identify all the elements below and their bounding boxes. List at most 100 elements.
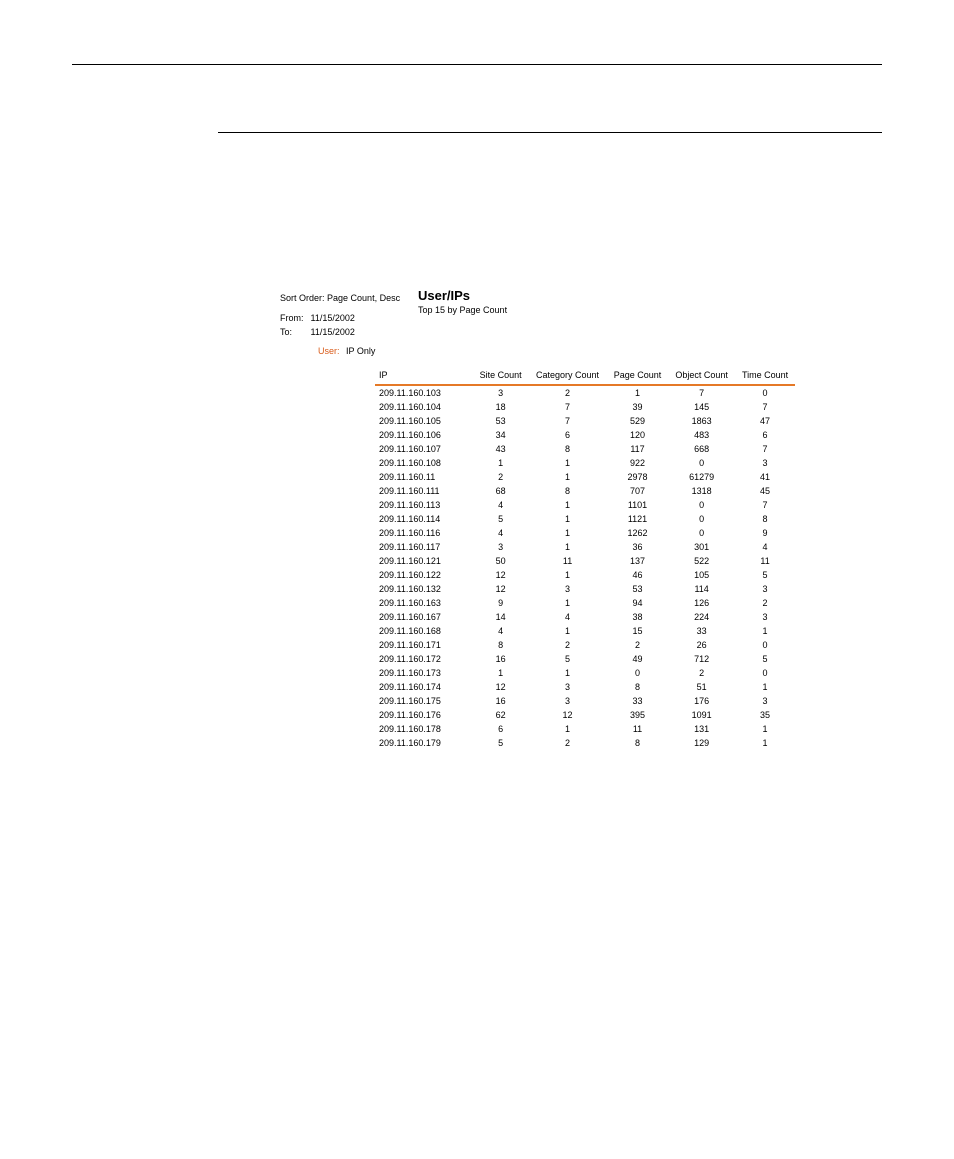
table-row: 209.11.160.1741238511 (375, 680, 795, 694)
table-row: 209.11.160.17311020 (375, 666, 795, 680)
cell-value: 41 (735, 470, 795, 484)
cell-value: 117 (607, 442, 668, 456)
cell-value: 4 (473, 526, 528, 540)
cell-value: 1 (528, 470, 607, 484)
cell-value: 0 (668, 526, 735, 540)
col-site-count: Site Count (473, 368, 528, 385)
cell-value: 46 (607, 568, 668, 582)
cell-value: 1 (528, 498, 607, 512)
cell-ip: 209.11.160.116 (375, 526, 473, 540)
cell-ip: 209.11.160.121 (375, 554, 473, 568)
col-category-count: Category Count (528, 368, 607, 385)
cell-value: 1121 (607, 512, 668, 526)
cell-value: 2 (528, 385, 607, 400)
table-row: 209.11.160.111688707131845 (375, 484, 795, 498)
cell-ip: 209.11.160.105 (375, 414, 473, 428)
cell-value: 1 (528, 624, 607, 638)
cell-ip: 209.11.160.107 (375, 442, 473, 456)
cell-ip: 209.11.160.103 (375, 385, 473, 400)
cell-value: 16 (473, 652, 528, 666)
cell-value: 33 (668, 624, 735, 638)
cell-value: 45 (735, 484, 795, 498)
table-row: 209.11.160.172165497125 (375, 652, 795, 666)
cell-value: 3 (528, 694, 607, 708)
table-row: 209.11.160.175163331763 (375, 694, 795, 708)
cell-value: 1091 (668, 708, 735, 722)
table-row: 209.11.160.105537529186347 (375, 414, 795, 428)
cell-value: 33 (607, 694, 668, 708)
cell-value: 68 (473, 484, 528, 498)
cell-value: 39 (607, 400, 668, 414)
cell-value: 26 (668, 638, 735, 652)
cell-value: 7 (528, 414, 607, 428)
cell-ip: 209.11.160.168 (375, 624, 473, 638)
cell-value: 94 (607, 596, 668, 610)
cell-value: 707 (607, 484, 668, 498)
cell-ip: 209.11.160.114 (375, 512, 473, 526)
cell-value: 2 (668, 666, 735, 680)
cell-value: 4 (473, 624, 528, 638)
user-label: User: (318, 346, 340, 356)
table-row: 209.11.160.16391941262 (375, 596, 795, 610)
cell-value: 5 (735, 652, 795, 666)
cell-value: 2 (473, 470, 528, 484)
cell-value: 1 (473, 456, 528, 470)
report-table-wrap: IP Site Count Category Count Page Count … (375, 368, 795, 750)
cell-value: 49 (607, 652, 668, 666)
cell-value: 34 (473, 428, 528, 442)
cell-value: 14 (473, 610, 528, 624)
cell-value: 1262 (607, 526, 668, 540)
cell-value: 53 (607, 582, 668, 596)
cell-ip: 209.11.160.167 (375, 610, 473, 624)
user-value: IP Only (346, 346, 375, 356)
cell-value: 3 (735, 582, 795, 596)
cell-value: 11 (528, 554, 607, 568)
cell-value: 529 (607, 414, 668, 428)
table-row: 209.11.160.104187391457 (375, 400, 795, 414)
table-row: 209.11.160.1074381176687 (375, 442, 795, 456)
cell-ip: 209.11.160.111 (375, 484, 473, 498)
cell-value: 0 (735, 666, 795, 680)
cell-ip: 209.11.160.113 (375, 498, 473, 512)
user-filter-row: User: IP Only (318, 346, 375, 356)
report-table: IP Site Count Category Count Page Count … (375, 368, 795, 750)
cell-value: 7 (735, 498, 795, 512)
cell-value: 0 (735, 638, 795, 652)
report-page: Sort Order: Page Count, Desc From: 11/15… (0, 0, 954, 1159)
cell-ip: 209.11.160.106 (375, 428, 473, 442)
table-row: 209.11.160.1081192203 (375, 456, 795, 470)
cell-value: 0 (735, 385, 795, 400)
table-row: 209.11.160.171822260 (375, 638, 795, 652)
cell-value: 51 (668, 680, 735, 694)
cell-value: 8 (528, 484, 607, 498)
cell-value: 3 (735, 694, 795, 708)
cell-value: 5 (528, 652, 607, 666)
report-subtitle: Top 15 by Page Count (418, 305, 507, 315)
cell-value: 120 (607, 428, 668, 442)
table-row: 209.11.160.1795281291 (375, 736, 795, 750)
cell-value: 1 (528, 568, 607, 582)
cell-value: 145 (668, 400, 735, 414)
cell-value: 7 (668, 385, 735, 400)
table-row: 209.11.160.11341110107 (375, 498, 795, 512)
cell-value: 126 (668, 596, 735, 610)
cell-value: 1 (735, 680, 795, 694)
table-row: 209.11.160.17861111311 (375, 722, 795, 736)
cell-value: 1 (528, 666, 607, 680)
cell-value: 8 (607, 736, 668, 750)
cell-value: 0 (607, 666, 668, 680)
cell-value: 2 (528, 638, 607, 652)
cell-value: 7 (528, 400, 607, 414)
table-row: 209.11.160.11451112108 (375, 512, 795, 526)
cell-value: 6 (735, 428, 795, 442)
cell-value: 1101 (607, 498, 668, 512)
sort-order-value: Page Count, Desc (327, 293, 400, 303)
cell-value: 224 (668, 610, 735, 624)
cell-value: 8 (607, 680, 668, 694)
cell-ip: 209.11.160.11 (375, 470, 473, 484)
col-time-count: Time Count (735, 368, 795, 385)
report-meta: Sort Order: Page Count, Desc From: 11/15… (280, 291, 400, 339)
cell-ip: 209.11.160.108 (375, 456, 473, 470)
cell-ip: 209.11.160.122 (375, 568, 473, 582)
cell-value: 38 (607, 610, 668, 624)
